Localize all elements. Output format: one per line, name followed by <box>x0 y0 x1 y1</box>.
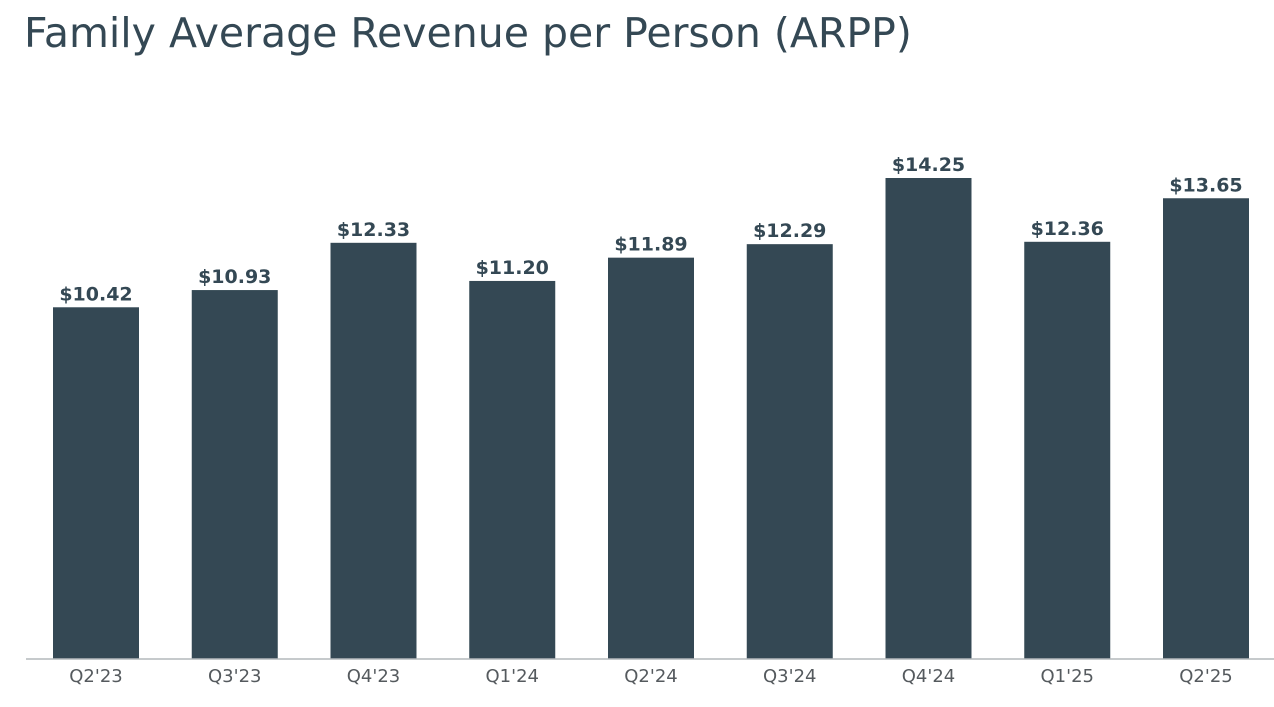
bars-group <box>53 178 1249 660</box>
bar-5 <box>746 244 833 659</box>
bar-7 <box>1024 241 1111 660</box>
x-tick-label-8: Q2'25 <box>1179 666 1232 687</box>
x-tick-label-1: Q3'23 <box>208 666 261 687</box>
value-labels-group: $10.42 $10.93 $12.33 $11.20 $11.89 $12.29 $14.… <box>59 154 1242 305</box>
page-title: Family Average Revenue per Person (ARPP) <box>24 9 912 57</box>
value-label-5: $12.29 <box>753 220 826 242</box>
bar-8 <box>1163 198 1249 659</box>
value-label-0: $10.42 <box>59 283 132 305</box>
bar-0 <box>53 307 139 659</box>
bar-4 <box>608 257 694 659</box>
x-tick-label-2: Q4'23 <box>347 666 400 687</box>
bar-6 <box>885 178 972 659</box>
x-tick-label-6: Q4'24 <box>902 666 955 687</box>
value-label-3: $11.20 <box>476 257 549 279</box>
x-tick-label-3: Q1'24 <box>486 666 539 687</box>
bar-3 <box>469 280 556 659</box>
x-tick-labels-group: Q2'23 Q3'23 Q4'23 Q1'24 Q2'24 Q3'24 Q4'24 Q1'25… <box>69 666 1232 687</box>
value-label-7: $12.36 <box>1031 218 1104 240</box>
value-label-1: $10.93 <box>198 266 271 288</box>
x-tick-label-7: Q1'25 <box>1041 666 1094 687</box>
value-label-4: $11.89 <box>614 234 687 256</box>
x-tick-label-4: Q2'24 <box>624 666 677 687</box>
value-label-6: $14.25 <box>892 154 965 176</box>
value-label-8: $13.65 <box>1169 174 1242 196</box>
x-tick-label-0: Q2'23 <box>69 666 122 687</box>
value-label-2: $12.33 <box>337 219 410 241</box>
bar-2 <box>330 242 417 660</box>
bar-1 <box>191 290 278 659</box>
x-tick-label-5: Q3'24 <box>763 666 816 687</box>
